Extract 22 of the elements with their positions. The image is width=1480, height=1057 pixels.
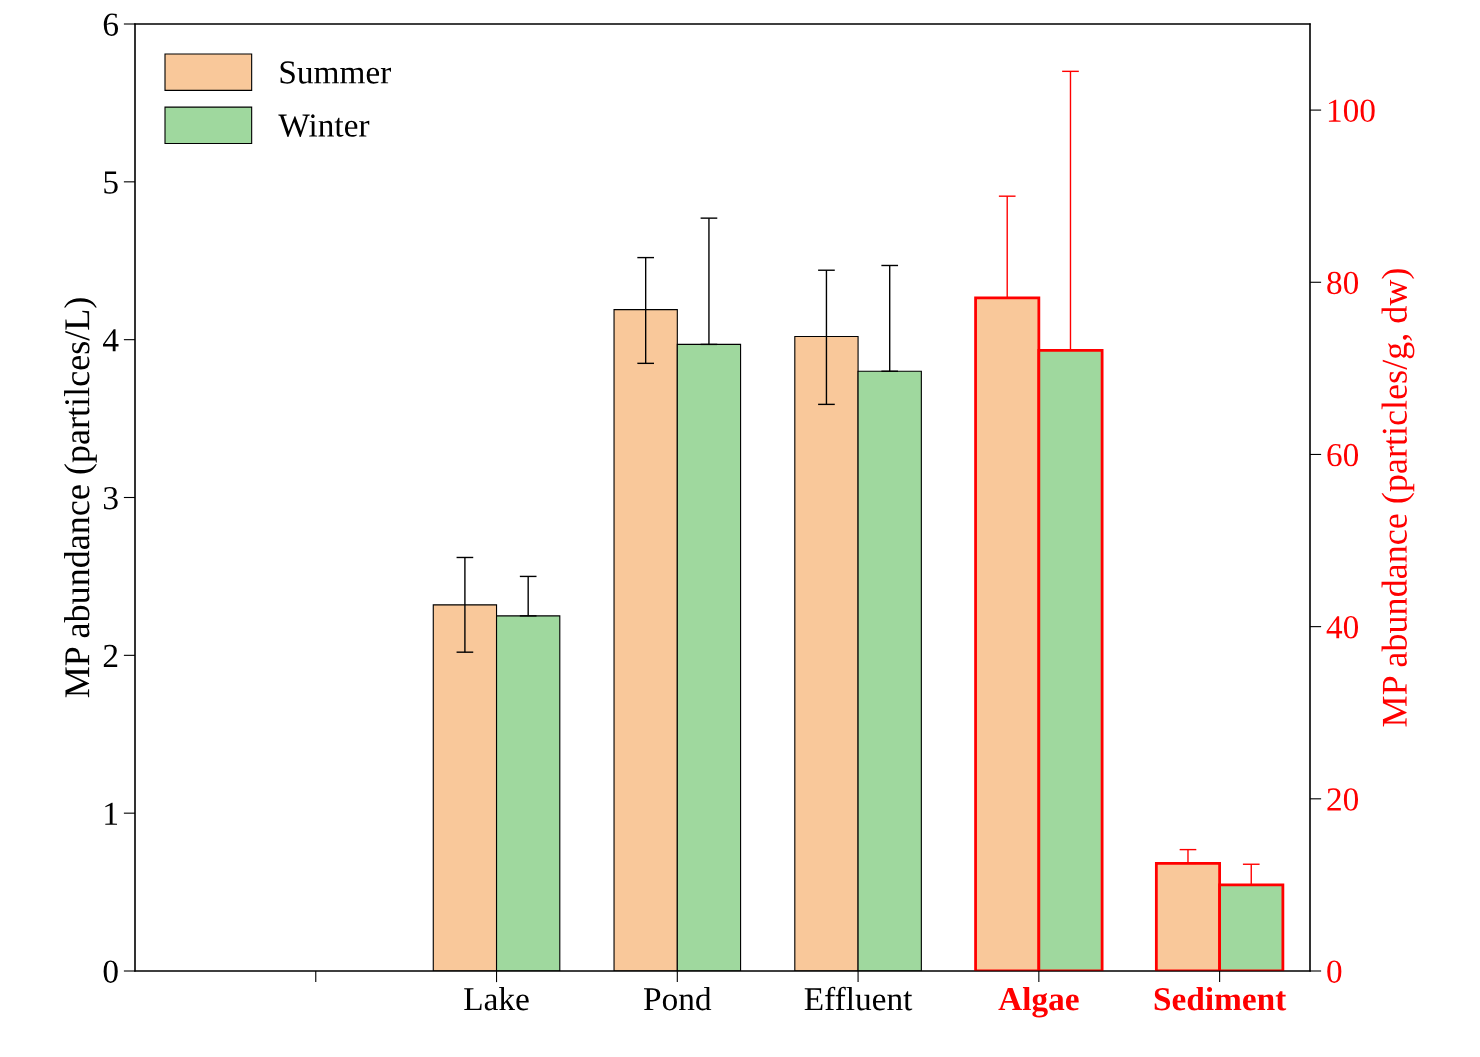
y2-tick-label: 0 — [1327, 960, 1342, 983]
y-tick-label: 3 — [103, 486, 118, 510]
x-tick-label: Algae — [998, 986, 1079, 1018]
y-tick-label: 1 — [105, 802, 118, 825]
x-tick-label: Lake — [464, 986, 529, 1011]
y2-tick-label: 40 — [1326, 616, 1359, 639]
y2-tick-label: 80 — [1327, 271, 1359, 295]
y2-tick-label: 20 — [1327, 788, 1359, 811]
y2-tick-label: 60 — [1327, 443, 1359, 467]
y-tick-label: 0 — [103, 960, 118, 983]
x-tick-label: Effluent — [804, 986, 913, 1011]
y-tick-label: 2 — [103, 644, 118, 667]
y-tick-label: 4 — [103, 329, 119, 352]
legend-label: Summer — [280, 61, 391, 84]
y2-axis-title: MP abundance (particles/g, dw) — [1381, 269, 1415, 727]
y-axis-title: MP abundance (partilces/L) — [64, 298, 97, 698]
x-tick-label: Sediment — [1154, 986, 1287, 1011]
legend-label: Winter — [278, 114, 370, 137]
y2-tick-label: 100 — [1328, 99, 1375, 122]
y-tick-label: 5 — [104, 171, 118, 194]
y-tick-label: 6 — [103, 13, 119, 36]
x-tick-label: Pond — [644, 986, 712, 1011]
